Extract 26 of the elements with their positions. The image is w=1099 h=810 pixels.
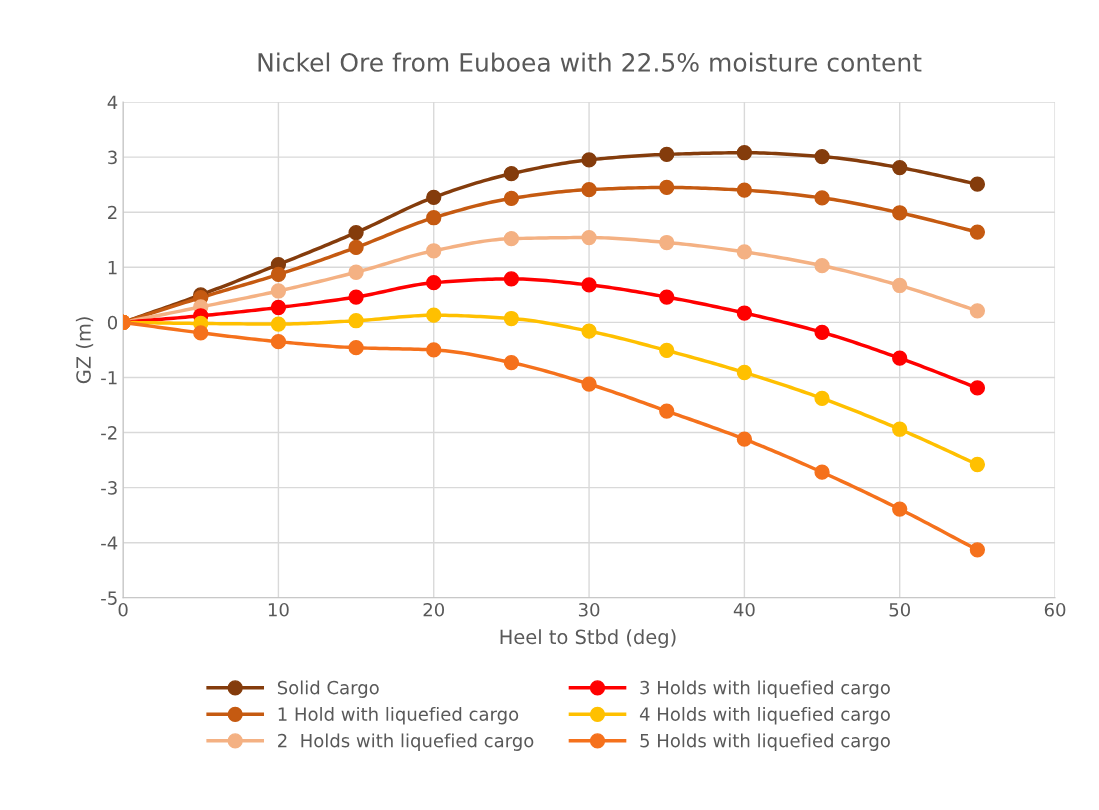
x-tick-label: 40	[733, 602, 755, 617]
y-tick-label: 4	[107, 95, 118, 109]
legend-label: Solid Cargo	[277, 680, 379, 698]
x-axis-title: Heel to Stbd (deg)	[500, 629, 676, 648]
legend-label: 3 Holds with liquefied cargo	[640, 680, 890, 698]
y-tick-label: 3	[108, 150, 117, 165]
y-tick-label: -4	[101, 536, 118, 550]
y-tick-label: -3	[101, 481, 117, 495]
y-tick-label: 2	[108, 205, 117, 220]
y-tick-label: 0	[107, 315, 118, 330]
y-tick-label: 1	[108, 261, 117, 275]
x-tick-label: 50	[889, 602, 910, 617]
y-tick-label: -2	[101, 426, 117, 440]
x-tick-label: 20	[423, 602, 445, 617]
y-axis-title: GZ (m)	[75, 317, 94, 384]
legend-label: 2 Holds with liquefied cargo	[278, 733, 534, 751]
y-tick-label: -5	[101, 591, 117, 605]
x-tick-label: 30	[578, 602, 600, 617]
legend-label: 5 Holds with liquefied cargo	[640, 733, 890, 751]
x-tick-label: 60	[1044, 602, 1066, 617]
y-tick-label: -1	[101, 371, 117, 385]
x-tick-label: 0	[118, 602, 128, 617]
x-tick-label: 10	[268, 602, 289, 617]
legend-label: 4 Holds with liquefied cargo	[639, 706, 890, 725]
legend-label: 1 Hold with liquefied cargo	[278, 706, 519, 725]
chart-title: Nickel Ore from Euboea with 22.5% moisture content	[258, 52, 922, 72]
